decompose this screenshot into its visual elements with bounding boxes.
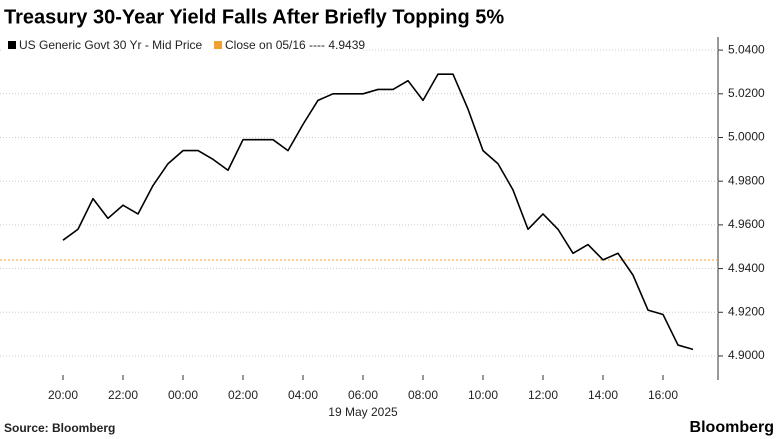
x-tick-label: 22:00 bbox=[108, 388, 138, 402]
x-tick-label: 04:00 bbox=[288, 388, 318, 402]
legend-swatch bbox=[8, 41, 16, 49]
line-series bbox=[62, 73, 694, 351]
y-tick-label: 5.0000 bbox=[728, 130, 765, 144]
brand-logo: Bloomberg bbox=[690, 419, 774, 436]
y-tick-label: 5.0200 bbox=[728, 86, 765, 100]
legend-label: Close on 05/16 ---- 4.9439 bbox=[225, 38, 365, 52]
y-tick-label: 4.9800 bbox=[728, 173, 765, 187]
x-tick-label: 02:00 bbox=[228, 388, 258, 402]
y-tick-label: 4.9600 bbox=[728, 217, 765, 231]
y-tick-label: 4.9000 bbox=[728, 348, 765, 362]
x-tick-label: 08:00 bbox=[408, 388, 438, 402]
x-tick-label: 10:00 bbox=[468, 388, 498, 402]
source: Source: Bloomberg bbox=[4, 421, 115, 435]
legend-bg bbox=[2, 36, 362, 56]
x-tick-label: 06:00 bbox=[348, 388, 378, 402]
x-tick-label: 20:00 bbox=[48, 388, 78, 402]
legend-swatch bbox=[214, 41, 222, 49]
chart-title: Treasury 30-Year Yield Falls After Brief… bbox=[4, 6, 504, 28]
y-tick-label: 4.9400 bbox=[728, 261, 765, 275]
x-tick-label: 12:00 bbox=[528, 388, 558, 402]
date-label: 19 May 2025 bbox=[328, 405, 398, 419]
legend-label: US Generic Govt 30 Yr - Mid Price bbox=[19, 38, 202, 52]
x-tick-label: 16:00 bbox=[648, 388, 678, 402]
y-tick-label: 4.9200 bbox=[728, 304, 765, 318]
x-tick-label: 00:00 bbox=[168, 388, 198, 402]
y-tick-label: 5.0400 bbox=[728, 42, 765, 56]
x-tick-label: 14:00 bbox=[588, 388, 618, 402]
